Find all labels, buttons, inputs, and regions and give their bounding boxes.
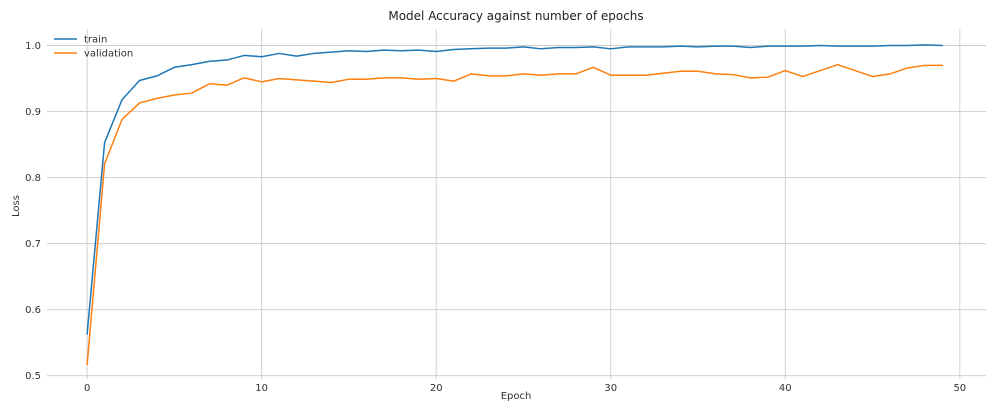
x-tick-label: 30 [604,383,617,394]
tick-labels: 0 10 20 30 40 50 0.5 0.6 0.7 0.8 0.9 1.0 [25,41,966,394]
x-tick-label: 50 [953,383,966,394]
y-tick-label: 0.8 [25,173,41,184]
y-tick-label: 0.5 [25,371,41,382]
x-axis-title: Epoch [501,391,532,401]
y-axis-title: Loss [11,195,22,217]
legend-label-train: train [84,35,107,46]
grid-lines [47,29,986,379]
y-tick-label: 0.9 [25,107,41,118]
x-tick-label: 20 [430,383,443,394]
legend: train validation [54,35,133,60]
y-tick-label: 0.7 [25,239,41,250]
x-tick-label: 0 [84,383,90,394]
series-line-train [86,44,944,335]
x-tick-label: 40 [779,383,792,394]
y-tick-label: 1.0 [25,41,41,52]
legend-label-validation: validation [84,49,133,60]
chart-title: Model Accuracy against number of epochs [388,9,643,23]
series-lines [86,44,944,366]
series-line-validation [86,63,944,366]
x-tick-label: 10 [255,383,268,394]
y-tick-label: 0.6 [25,305,41,316]
